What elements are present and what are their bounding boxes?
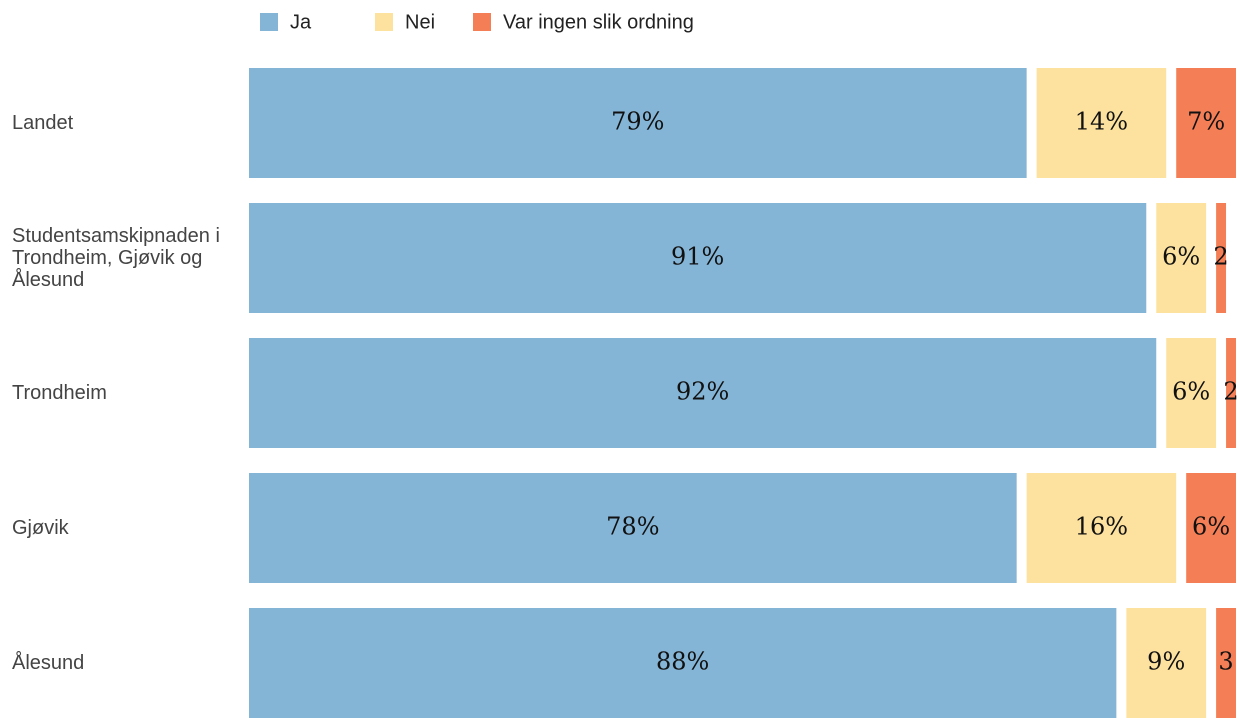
bar-segment [249,68,1027,178]
category-label: Trondheim [12,382,107,404]
value-label: 6% [1172,378,1210,406]
value-label: 92% [676,378,729,406]
value-label: 78% [606,513,659,541]
category-label: Studentsamskipnaden i Trondheim, Gjøvik … [12,225,220,291]
category-label: Ålesund [12,652,85,674]
legend-label: Var ingen slik ordning [503,11,694,33]
category-label: Gjøvik [12,517,69,539]
bar-segment [1036,68,1167,178]
category-label: Landet [12,112,74,134]
value-label: 14% [1075,108,1128,136]
bar-segment [1026,473,1177,583]
value-label: 91% [671,243,724,271]
bar-segment [249,608,1117,718]
value-label: 2 [1213,243,1228,271]
value-label: 16% [1075,513,1128,541]
bar-segment [1186,473,1236,583]
bar-segment [1126,608,1207,718]
value-label: 6% [1192,513,1230,541]
value-label: 88% [656,648,709,676]
value-label: 2 [1223,378,1238,406]
bar-segment [1226,338,1236,448]
legend-swatch [473,13,491,31]
bar-segment [249,203,1147,313]
value-label: 3 [1218,648,1233,676]
bar-segment [1216,608,1236,718]
bar-segment [1176,68,1236,178]
value-label: 9% [1147,648,1185,676]
bar-segment [249,338,1157,448]
bar-segment [249,473,1017,583]
bar-segment [1216,203,1227,313]
value-label: 79% [611,108,664,136]
legend-swatch [260,13,278,31]
value-label: 6% [1162,243,1200,271]
legend-label: Ja [290,11,312,33]
bar-segment [1156,203,1207,313]
bar-segment [1166,338,1217,448]
value-label: 7% [1187,108,1225,136]
legend-swatch [375,13,393,31]
legend-label: Nei [405,11,435,33]
